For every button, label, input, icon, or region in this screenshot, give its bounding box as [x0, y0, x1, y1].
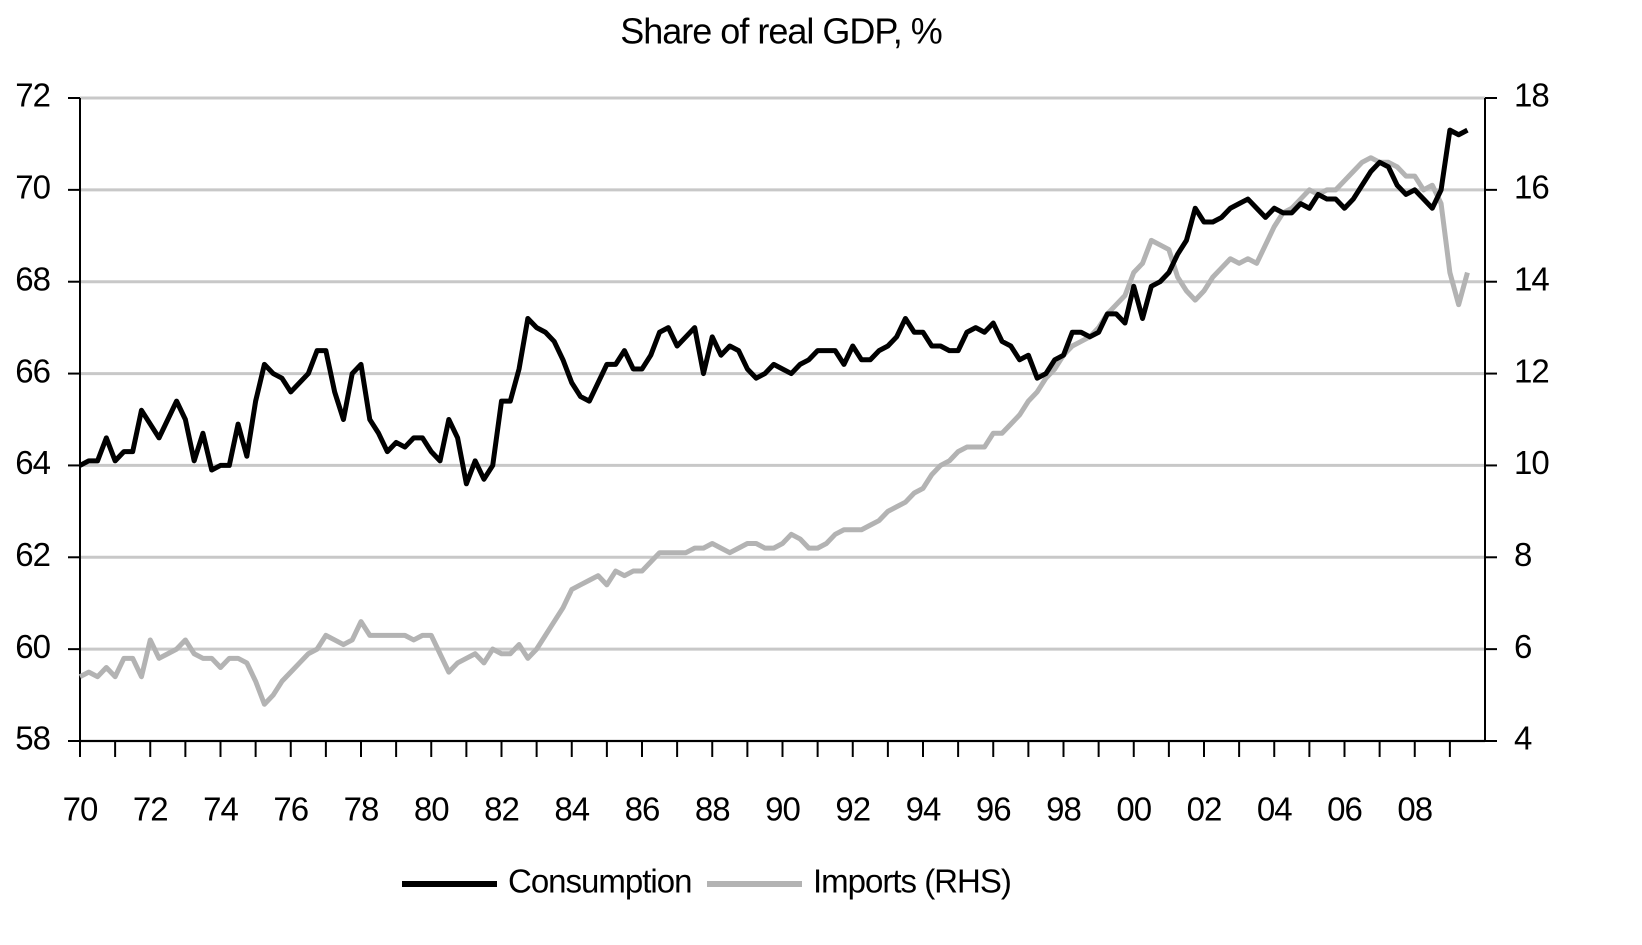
y2-tick-label: 10 [1514, 444, 1549, 481]
y-tick-label: 58 [15, 720, 50, 757]
y2-tick-label: 4 [1514, 720, 1532, 757]
series-line [78, 127, 1469, 487]
series-line [78, 155, 1470, 707]
x-tick-label: 72 [133, 791, 168, 828]
x-tick-label: 96 [976, 791, 1011, 828]
x-tick-label: 04 [1257, 791, 1292, 828]
x-tick-label: 82 [484, 791, 519, 828]
y2-tick-label: 16 [1514, 169, 1549, 206]
x-tick-label: 84 [554, 791, 589, 828]
x-tick-label: 78 [344, 791, 379, 828]
x-tick-label: 94 [906, 791, 941, 828]
x-tick-label: 88 [695, 791, 730, 828]
y-tick-label: 68 [15, 260, 50, 297]
y-tick-label: 70 [15, 169, 50, 206]
x-tick-label: 90 [765, 791, 800, 828]
x-tick-label: 70 [63, 791, 98, 828]
y-tick-label: 62 [15, 536, 50, 573]
x-tick-label: 86 [625, 791, 660, 828]
x-tick-label: 08 [1397, 791, 1432, 828]
y2-tick-label: 6 [1514, 628, 1531, 665]
x-tick-label: 80 [414, 791, 449, 828]
x-tick-label: 98 [1046, 791, 1081, 828]
y-tick-label: 72 [15, 77, 50, 114]
y2-tick-label: 18 [1514, 77, 1549, 114]
legend-label: Consumption [508, 863, 691, 900]
x-tick-label: 06 [1327, 791, 1362, 828]
y2-tick-label: 12 [1514, 352, 1549, 389]
x-tick-label: 76 [273, 791, 308, 828]
x-tick-label: 92 [835, 791, 870, 828]
chart-title: Share of real GDP, % [620, 11, 942, 52]
x-tick-label: 02 [1187, 791, 1222, 828]
x-tick-label: 74 [203, 791, 238, 828]
y-tick-label: 66 [15, 352, 50, 389]
x-tick-label: 00 [1116, 791, 1151, 828]
y2-tick-label: 8 [1514, 536, 1531, 573]
legend-label: Imports (RHS) [813, 863, 1011, 900]
y-tick-label: 60 [15, 628, 50, 665]
y2-tick-label: 14 [1514, 260, 1549, 297]
y-tick-label: 64 [15, 444, 50, 481]
